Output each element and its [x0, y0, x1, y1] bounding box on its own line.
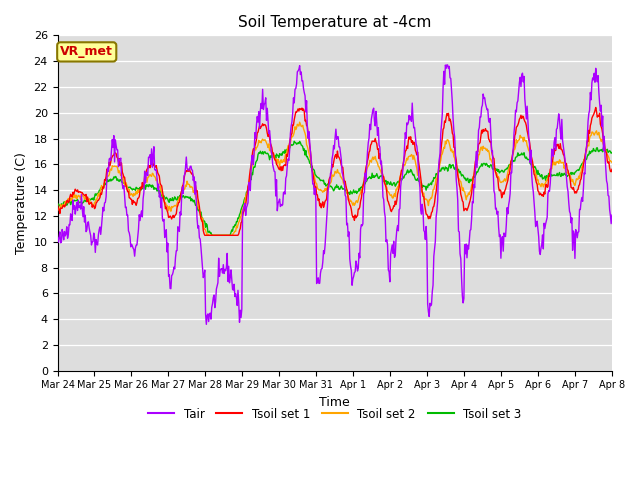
X-axis label: Time: Time: [319, 396, 350, 409]
Legend: Tair, Tsoil set 1, Tsoil set 2, Tsoil set 3: Tair, Tsoil set 1, Tsoil set 2, Tsoil se…: [143, 403, 526, 425]
Title: Soil Temperature at -4cm: Soil Temperature at -4cm: [238, 15, 431, 30]
Y-axis label: Temperature (C): Temperature (C): [15, 152, 28, 254]
Text: VR_met: VR_met: [60, 46, 113, 59]
